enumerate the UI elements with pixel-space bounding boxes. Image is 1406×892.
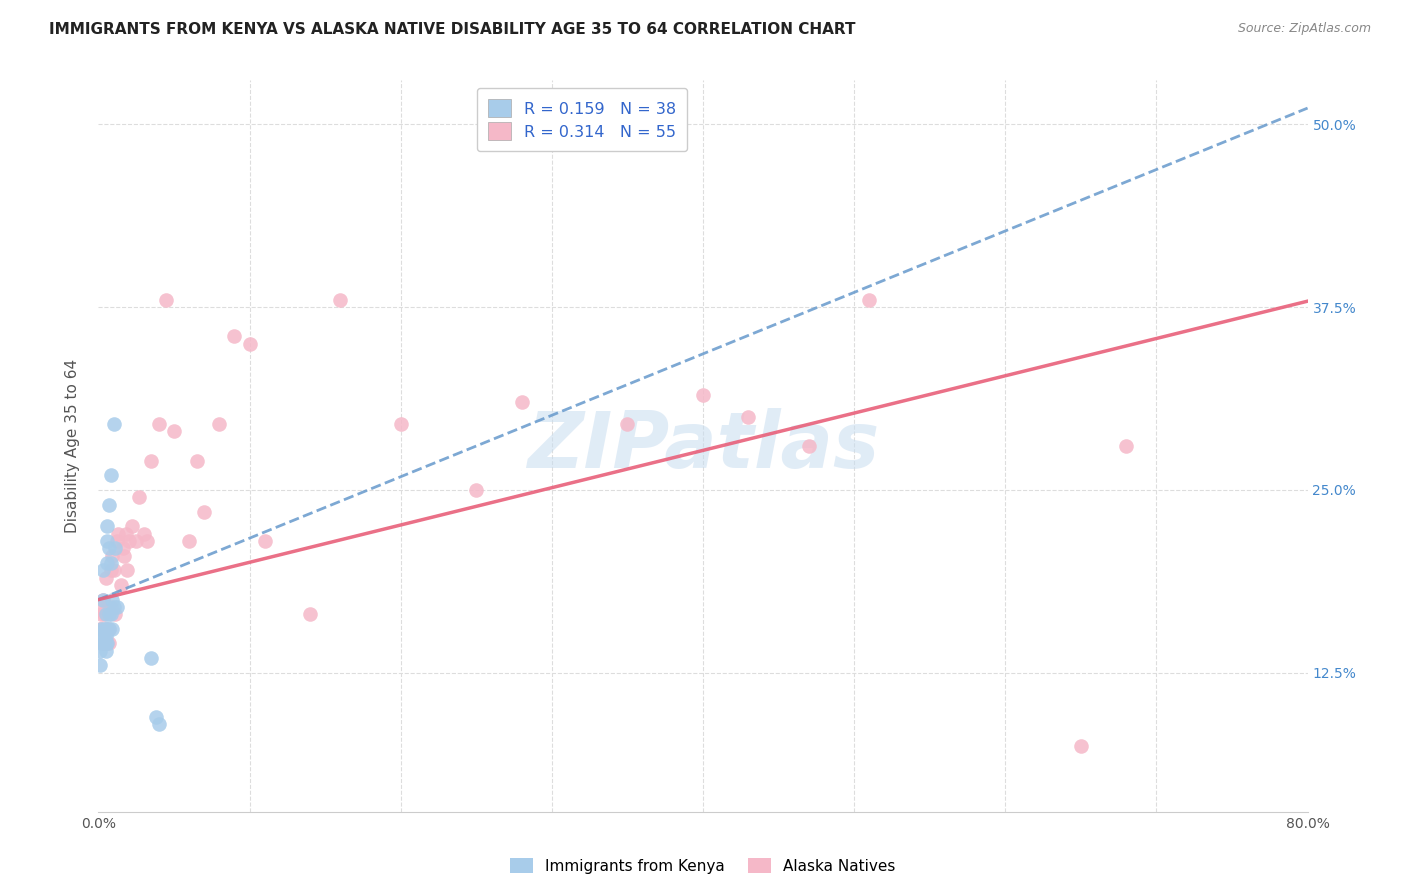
Legend: Immigrants from Kenya, Alaska Natives: Immigrants from Kenya, Alaska Natives [505, 852, 901, 880]
Point [329, 293, 352, 307]
Point [125, 534, 148, 549]
Point [103, 599, 125, 614]
Point [179, 534, 201, 549]
Point [465, 483, 488, 497]
Point [100, 599, 122, 614]
Point [135, 534, 157, 549]
Point [110, 578, 132, 592]
Point [797, 439, 820, 453]
Point [94, 571, 117, 585]
Point [155, 293, 177, 307]
Point [115, 563, 138, 577]
Point [93, 632, 115, 646]
Point [121, 519, 143, 533]
Point [128, 490, 150, 504]
Text: IMMIGRANTS FROM KENYA VS ALASKA NATIVE DISABILITY AGE 35 TO 64 CORRELATION CHART: IMMIGRANTS FROM KENYA VS ALASKA NATIVE D… [49, 22, 856, 37]
Point [90, 622, 112, 636]
Point [114, 526, 136, 541]
Point [103, 563, 125, 577]
Point [101, 592, 124, 607]
Point [89, 644, 111, 658]
Point [91, 636, 114, 650]
Point [253, 534, 276, 549]
Point [90, 636, 112, 650]
Point [132, 526, 155, 541]
Point [89, 599, 111, 614]
Point [89, 622, 111, 636]
Point [239, 336, 262, 351]
Point [90, 622, 112, 636]
Point [100, 556, 122, 570]
Point [299, 607, 322, 622]
Point [148, 417, 170, 431]
Point [90, 607, 112, 622]
Point [94, 629, 117, 643]
Point [96, 534, 118, 549]
Point [141, 453, 163, 467]
Point [91, 563, 114, 577]
Point [96, 556, 118, 570]
Point [193, 505, 215, 519]
Point [101, 622, 124, 636]
Point [118, 534, 141, 549]
Point [94, 644, 117, 658]
Point [107, 526, 129, 541]
Point [145, 709, 167, 723]
Point [148, 717, 170, 731]
Point [141, 651, 163, 665]
Point [186, 453, 208, 467]
Point [96, 519, 118, 533]
Point [91, 592, 114, 607]
Legend: R = 0.159   N = 38, R = 0.314   N = 55: R = 0.159 N = 38, R = 0.314 N = 55 [477, 88, 688, 151]
Point [94, 607, 117, 622]
Point [93, 607, 115, 622]
Point [858, 293, 880, 307]
Point [89, 658, 111, 673]
Point [98, 498, 121, 512]
Point [90, 629, 112, 643]
Point [737, 409, 759, 424]
Point [111, 541, 134, 556]
Point [93, 622, 115, 636]
Point [100, 607, 122, 622]
Point [98, 607, 121, 622]
Point [94, 622, 117, 636]
Point [91, 636, 114, 650]
Point [91, 592, 114, 607]
Point [94, 622, 117, 636]
Point [98, 622, 121, 636]
Point [103, 417, 125, 431]
Point [93, 636, 115, 650]
Point [105, 534, 128, 549]
Point [98, 636, 121, 650]
Point [93, 636, 115, 650]
Point [1070, 739, 1092, 753]
Point [100, 468, 122, 483]
Text: ZIPatlas: ZIPatlas [527, 408, 879, 484]
Point [94, 636, 117, 650]
Point [112, 549, 135, 563]
Point [510, 395, 533, 409]
Point [98, 622, 121, 636]
Text: Source: ZipAtlas.com: Source: ZipAtlas.com [1237, 22, 1371, 36]
Point [101, 549, 124, 563]
Point [98, 541, 121, 556]
Point [100, 563, 122, 577]
Point [208, 417, 231, 431]
Point [104, 607, 127, 622]
Point [96, 599, 118, 614]
Point [389, 417, 412, 431]
Y-axis label: Disability Age 35 to 64: Disability Age 35 to 64 [65, 359, 80, 533]
Point [692, 388, 714, 402]
Point [93, 636, 115, 650]
Point [163, 425, 186, 439]
Point [96, 622, 118, 636]
Point [1115, 439, 1137, 453]
Point [104, 541, 127, 556]
Point [96, 636, 118, 650]
Point [105, 599, 128, 614]
Point [224, 329, 246, 343]
Point [96, 636, 118, 650]
Point [616, 417, 638, 431]
